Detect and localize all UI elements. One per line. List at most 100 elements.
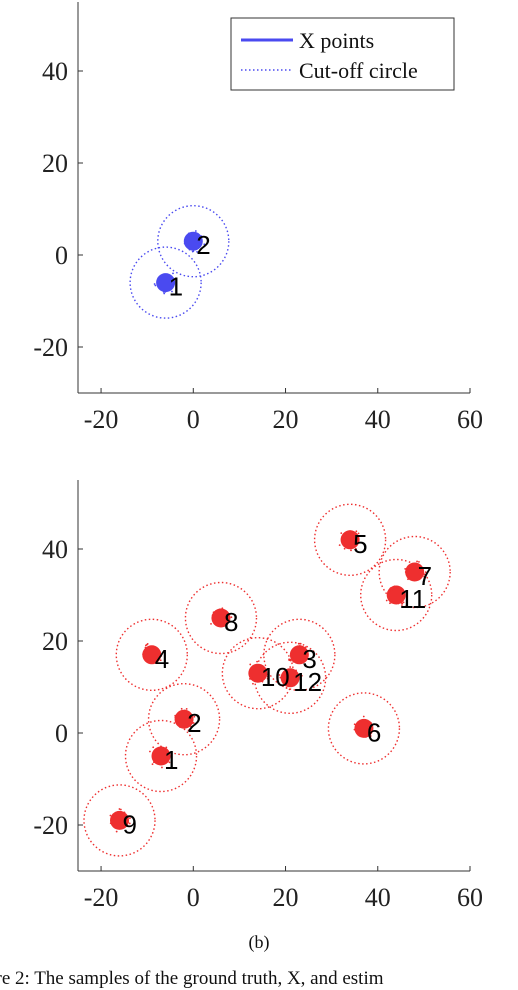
- sample-dot: [154, 284, 157, 287]
- sample-dot: [266, 677, 269, 680]
- cluster-10: [248, 660, 269, 685]
- x-tick-label: 20: [273, 405, 299, 434]
- sample-dot: [404, 571, 407, 573]
- cluster-5: [338, 530, 360, 552]
- sample-dot: [343, 542, 345, 545]
- x-tick-label: -20: [84, 883, 119, 912]
- sample-dot: [402, 601, 405, 604]
- cluster-label-1: 1: [164, 745, 178, 775]
- sample-dot: [390, 589, 393, 591]
- sample-dot: [422, 569, 425, 572]
- plot-panel-1: -20 0 20 40 60 -20 0 20 40 12 X points Cut-off circ…: [33, 2, 483, 434]
- sample-dot: [159, 763, 161, 765]
- sample-dot: [228, 613, 231, 616]
- sample-dot: [266, 673, 268, 676]
- cluster-label-10: 10: [261, 662, 290, 692]
- sample-dot: [266, 675, 269, 678]
- sample-dot: [149, 750, 151, 753]
- y-tick-label: 40: [42, 535, 68, 564]
- cluster-point-9: [110, 810, 130, 830]
- sample-dot: [185, 708, 188, 710]
- sample-dot: [349, 545, 352, 548]
- cluster-label-1: 1: [169, 272, 183, 302]
- sample-dot: [297, 642, 300, 645]
- cutoff-circle-11: [360, 558, 433, 632]
- cutoff-circle-9: [83, 784, 156, 857]
- sample-dot: [127, 821, 130, 824]
- sample-dot: [411, 564, 414, 567]
- sample-dot: [211, 614, 214, 617]
- cutoff-circle-2: [157, 204, 230, 278]
- sample-dot: [129, 817, 131, 820]
- sample-dot: [196, 250, 198, 253]
- sample-dot: [388, 599, 391, 602]
- sample-dot: [168, 289, 170, 291]
- sample-dot: [109, 814, 112, 817]
- sample-dot: [172, 272, 174, 275]
- sample-dot: [111, 814, 114, 817]
- sample-dot: [252, 682, 254, 685]
- x-tick-label: 0: [187, 883, 200, 912]
- cluster-label-2: 2: [187, 708, 201, 738]
- sample-dot: [369, 735, 372, 737]
- sample-dot: [362, 715, 365, 718]
- cluster-12: [278, 666, 303, 689]
- cluster-1: [149, 746, 171, 769]
- sample-dot: [156, 279, 159, 282]
- cluster-label-3: 3: [302, 644, 316, 674]
- sample-dot: [146, 661, 149, 663]
- sample-dot: [400, 602, 403, 604]
- cutoff-circle-8: [184, 581, 258, 655]
- cutoff-circle-7: [378, 535, 451, 609]
- sample-dot: [353, 728, 356, 731]
- sample-dot: [261, 680, 264, 683]
- sample-dot: [299, 644, 301, 647]
- sample-dot: [343, 547, 346, 550]
- sample-dot: [370, 722, 372, 724]
- sample-dot: [167, 758, 169, 761]
- sample-dot: [127, 816, 130, 818]
- sample-dot: [230, 616, 233, 619]
- sample-dot: [407, 578, 409, 581]
- cutoff-circle-4: [115, 618, 188, 692]
- sample-dot: [146, 642, 149, 645]
- sample-dot: [418, 560, 420, 563]
- cluster-label-2: 2: [196, 230, 210, 260]
- cluster-3: [288, 642, 309, 665]
- sample-dot: [279, 676, 282, 679]
- x-tick-label: 0: [187, 405, 200, 434]
- cluster-2: [174, 707, 196, 732]
- sample-dot: [423, 576, 426, 579]
- y-tick-label: -20: [33, 333, 68, 362]
- sample-dot: [188, 248, 191, 251]
- legend: X points Cut-off circle: [230, 17, 455, 91]
- sample-dot: [192, 722, 195, 724]
- sample-dot: [389, 587, 392, 590]
- sample-dot: [162, 291, 165, 293]
- sample-dot: [389, 589, 391, 592]
- sample-dot: [191, 722, 194, 725]
- sample-dot: [157, 657, 160, 660]
- sample-dot: [281, 674, 284, 677]
- sample-dot: [304, 646, 307, 649]
- sample-dot: [186, 236, 189, 238]
- cluster-point-1: [156, 273, 176, 293]
- sample-dot: [292, 660, 295, 663]
- sample-dot: [389, 602, 391, 605]
- sample-dot: [393, 585, 396, 588]
- sample-dot: [367, 721, 370, 724]
- sample-dot: [292, 657, 294, 659]
- sample-dot: [222, 625, 225, 627]
- sample-dot: [180, 707, 183, 710]
- sample-dot: [178, 726, 181, 728]
- cluster-point-7: [405, 562, 425, 582]
- sample-dot: [349, 530, 351, 532]
- sample-dot: [211, 617, 214, 619]
- sample-dot: [300, 661, 303, 664]
- sample-dot: [340, 532, 343, 535]
- cluster-point-5: [340, 530, 360, 550]
- sample-dot: [194, 230, 197, 232]
- sample-dot: [344, 533, 347, 536]
- sample-dot: [142, 653, 145, 656]
